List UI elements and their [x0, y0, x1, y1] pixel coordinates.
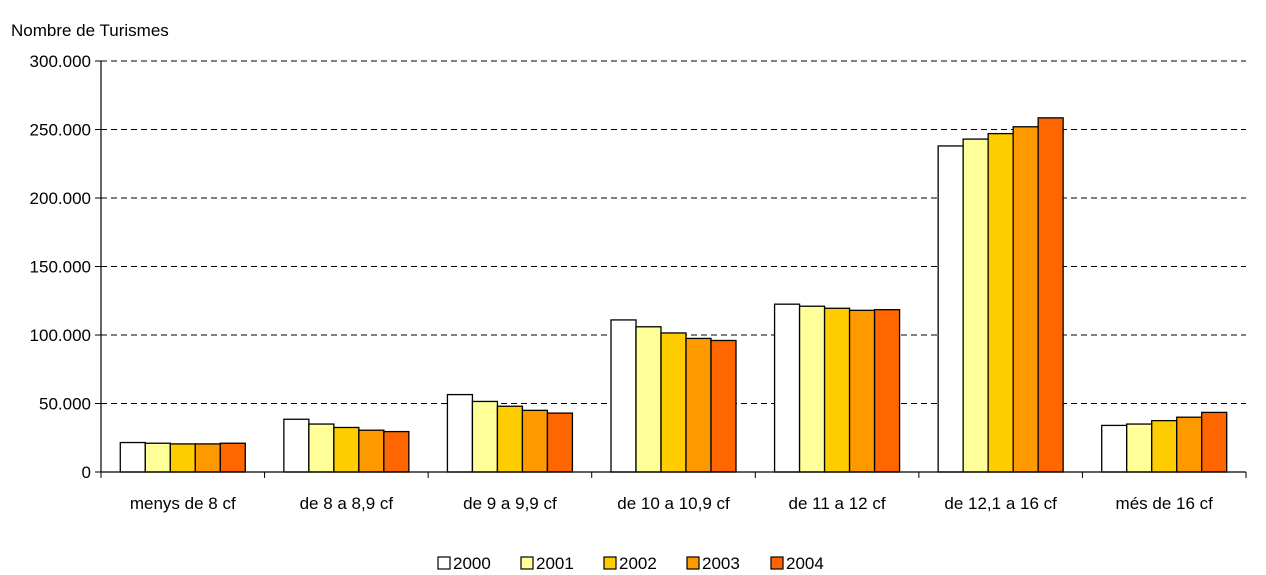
- bar-2002: [496, 405, 524, 473]
- legend-swatch-2004: [770, 556, 784, 570]
- bar-2003: [685, 337, 712, 473]
- bar-2000: [773, 303, 801, 473]
- axes: [95, 60, 1247, 478]
- x-tick-label: de 8 a 8,9 cf: [300, 494, 394, 513]
- bar-2001: [962, 138, 989, 473]
- bar-2002: [660, 332, 687, 473]
- legend-label-2004: 2004: [786, 554, 824, 573]
- y-tick-label: 100.000: [30, 326, 91, 345]
- legend-label-2003: 2003: [702, 554, 740, 573]
- legend: 2000 2001 2002 2003 2004: [437, 554, 824, 573]
- bar-2004: [1037, 117, 1064, 473]
- y-axis-title: Nombre de Turismes: [11, 21, 169, 40]
- bar-2003: [194, 443, 221, 473]
- y-tick-label: 0: [82, 463, 91, 482]
- bar-2001: [144, 442, 171, 473]
- legend-swatch-2000: [437, 556, 451, 570]
- bar-2004: [219, 442, 246, 473]
- x-tick-label: de 9 a 9,9 cf: [463, 494, 557, 513]
- bar-2003: [1012, 126, 1039, 473]
- legend-swatch-2002: [603, 556, 617, 570]
- y-tick-label: 200.000: [30, 189, 91, 208]
- y-tick-label: 300.000: [30, 52, 91, 71]
- x-tick-label: de 10 a 10,9 cf: [617, 494, 730, 513]
- bar-2001: [635, 326, 662, 473]
- legend-label-2000: 2000: [453, 554, 491, 573]
- bar-2003: [521, 409, 549, 473]
- bar-2002: [987, 132, 1014, 473]
- bar-2003: [358, 429, 385, 473]
- bar-2004: [710, 339, 737, 473]
- bar-2004: [546, 412, 574, 473]
- y-tick-label: 250.000: [30, 121, 91, 140]
- bar-2000: [937, 145, 964, 473]
- x-tick-label: de 11 a 12 cf: [789, 494, 886, 513]
- x-tick-labels: menys de 8 cf de 8 a 8,9 cf de 9 a 9,9 cf d…: [130, 494, 1213, 513]
- bar-2001: [471, 400, 499, 473]
- x-tick-label: menys de 8 cf: [130, 494, 236, 513]
- x-tick-label: de 12,1 a 16 cf: [944, 494, 1057, 513]
- legend-label-2001: 2001: [536, 554, 574, 573]
- bar-2004: [873, 309, 901, 473]
- bar-2002: [823, 307, 851, 473]
- bar-2000: [283, 418, 310, 473]
- bar-2003: [848, 309, 876, 473]
- bar-2003: [1176, 416, 1203, 473]
- legend-swatch-2003: [686, 556, 700, 570]
- bar-2000: [119, 441, 146, 473]
- bar-2002: [169, 443, 196, 473]
- y-tick-label: 150.000: [30, 258, 91, 277]
- bar-2000: [446, 393, 474, 473]
- bar-2000: [1101, 424, 1128, 473]
- bar-2000: [610, 319, 637, 473]
- bar-2001: [308, 423, 335, 473]
- y-tick-label: 50.000: [39, 395, 91, 414]
- bar-2002: [1151, 419, 1178, 473]
- bar-2001: [1126, 423, 1153, 473]
- bar-2004: [1201, 411, 1228, 473]
- bar-2001: [798, 305, 826, 473]
- legend-label-2002: 2002: [619, 554, 657, 573]
- y-tick-labels: 0 50.000 100.000 150.000 200.000 250.000 300.0…: [30, 52, 91, 482]
- bar-series: [119, 117, 1228, 473]
- legend-swatch-2001: [520, 556, 534, 570]
- x-tick-label: més de 16 cf: [1116, 494, 1214, 513]
- bar-2002: [333, 426, 360, 473]
- bar-2004: [383, 430, 410, 473]
